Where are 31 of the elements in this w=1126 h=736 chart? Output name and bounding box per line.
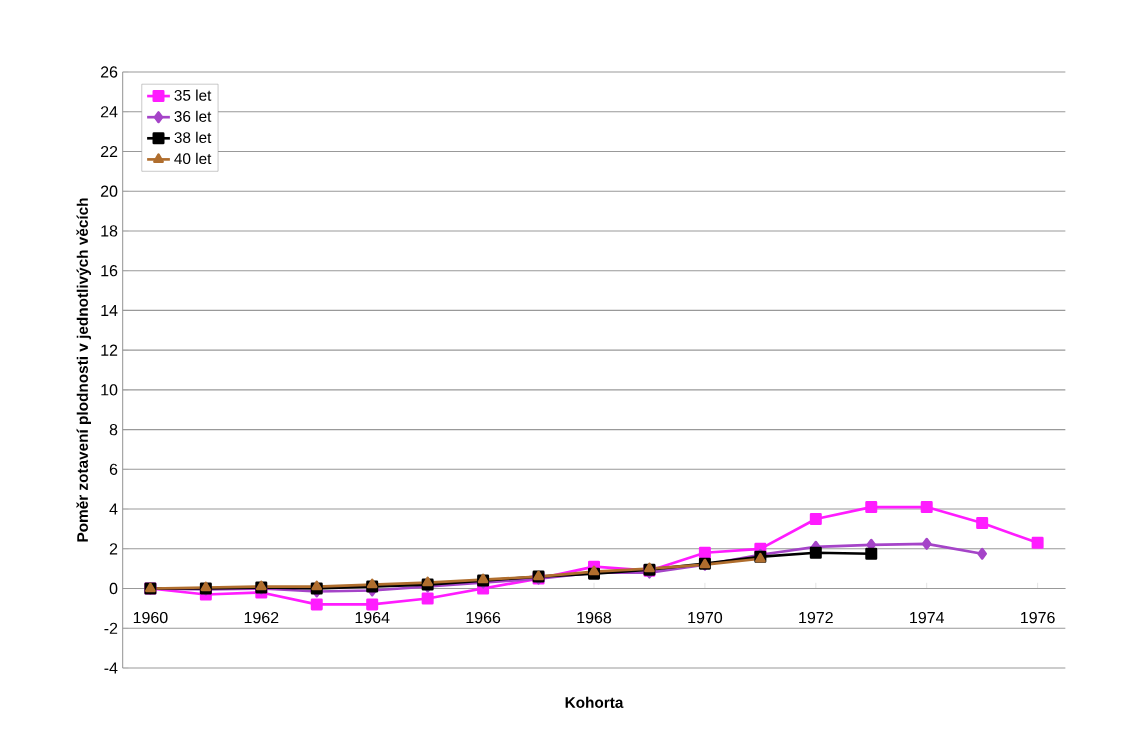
y-tick-label: 18 [101, 225, 118, 237]
y-tick-label: 8 [109, 423, 118, 436]
y-tick-label: 0 [109, 582, 118, 595]
y-tick-label: 26 [100, 66, 118, 78]
x-axis-title: Kohorta [565, 696, 624, 708]
x-tick-label: 1968 [577, 611, 612, 624]
legend-label: 35 let [174, 89, 212, 101]
y-tick-label: 6 [109, 463, 118, 475]
x-tick-label: 1966 [466, 611, 501, 624]
y-tick-label: -4 [104, 662, 118, 674]
x-tick-label: 1964 [355, 611, 390, 624]
x-tick-label: 1974 [910, 611, 945, 624]
legend-label: 36 let [174, 110, 212, 122]
y-axis-title: Poměr zotavení plodnosti v jednotlivých věcích [76, 198, 92, 542]
legend-label: 40 let [174, 152, 212, 165]
x-tick-label: 1976 [1021, 611, 1055, 624]
legend-label: 38 let [174, 131, 212, 143]
y-tick-label: 20 [100, 185, 118, 197]
y-tick-label: 12 [101, 344, 118, 356]
y-tick-label: -2 [104, 622, 118, 634]
y-tick-label: 10 [101, 384, 118, 396]
y-tick-label: 16 [101, 265, 118, 277]
x-tick-label: 1972 [799, 611, 833, 624]
x-tick-label: 1962 [244, 611, 279, 624]
x-tick-label: 1970 [688, 611, 723, 624]
y-tick-label: 4 [109, 503, 118, 515]
y-tick-label: 2 [109, 543, 118, 555]
y-tick-label: 24 [100, 106, 118, 118]
x-tick-label: 1960 [133, 611, 168, 624]
y-tick-label: 14 [101, 304, 118, 316]
y-tick-label: 22 [100, 145, 118, 158]
